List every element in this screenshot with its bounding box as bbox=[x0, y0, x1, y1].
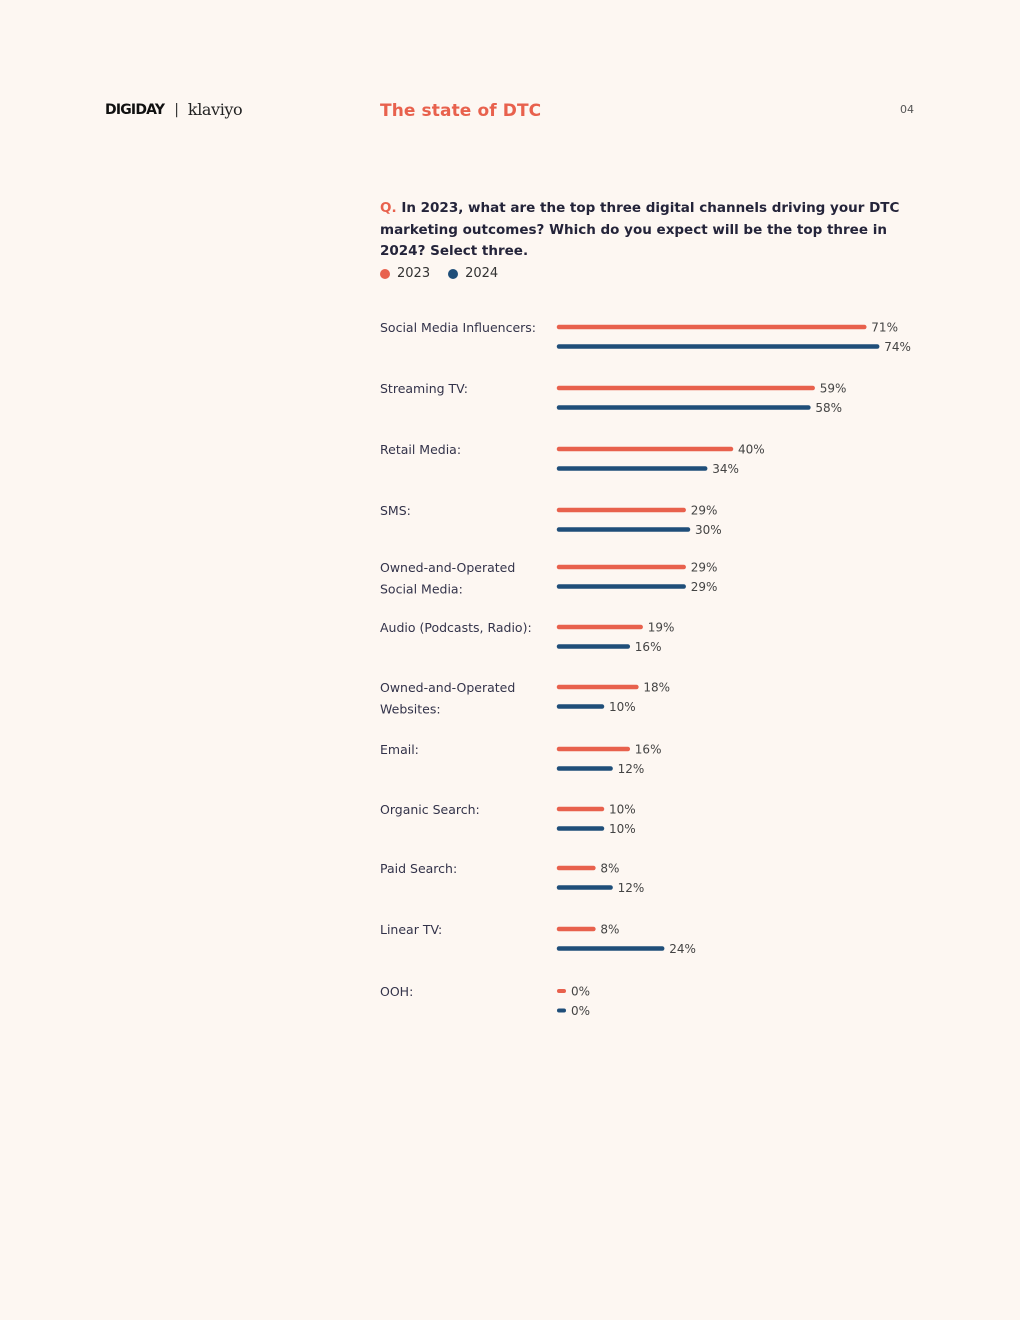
chart-legend: 2023 2024 bbox=[380, 266, 516, 281]
value-label-2023: 59% bbox=[820, 382, 847, 396]
category-label: Audio (Podcasts, Radio): bbox=[380, 620, 532, 635]
logo-separator: | bbox=[174, 101, 179, 118]
klaviyo-logo: klaviyo bbox=[187, 100, 243, 119]
value-label-2023: 8% bbox=[600, 862, 619, 876]
category-label: SMS: bbox=[380, 503, 411, 518]
category-label: Paid Search: bbox=[380, 861, 457, 876]
survey-question: Q. In 2023, what are the top three digit… bbox=[380, 198, 900, 263]
value-label-2024: 24% bbox=[669, 942, 696, 956]
question-prefix: Q. bbox=[380, 200, 397, 216]
value-label-2024: 58% bbox=[815, 401, 842, 415]
category-label: Owned-and-Operated bbox=[380, 560, 515, 575]
value-label-2024: 74% bbox=[884, 340, 911, 354]
category-label: Social Media Influencers: bbox=[380, 320, 536, 335]
legend-item-2024: 2024 bbox=[448, 266, 498, 281]
legend-label-2023: 2023 bbox=[397, 266, 431, 281]
value-label-2024: 12% bbox=[618, 881, 645, 895]
value-label-2023: 10% bbox=[609, 803, 636, 817]
category-label: Social Media: bbox=[380, 582, 463, 597]
value-label-2023: 18% bbox=[643, 681, 670, 695]
category-label: OOH: bbox=[380, 984, 413, 999]
value-label-2024: 34% bbox=[712, 462, 739, 476]
value-label-2023: 29% bbox=[691, 504, 718, 518]
legend-dot-2024-icon bbox=[448, 268, 459, 279]
value-label-2023: 71% bbox=[871, 321, 898, 335]
category-label: Organic Search: bbox=[380, 802, 480, 817]
value-label-2023: 8% bbox=[600, 923, 619, 937]
question-text: In 2023, what are the top three digital … bbox=[380, 200, 900, 259]
value-label-2023: 40% bbox=[738, 443, 765, 457]
category-label: Linear TV: bbox=[380, 922, 442, 937]
page-number: 04 bbox=[900, 103, 914, 116]
value-label-2024: 12% bbox=[618, 762, 645, 776]
value-label-2024: 10% bbox=[609, 822, 636, 836]
value-label-2024: 10% bbox=[609, 700, 636, 714]
category-label: Owned-and-Operated bbox=[380, 680, 515, 695]
category-label: Streaming TV: bbox=[380, 381, 468, 396]
value-label-2023: 19% bbox=[648, 621, 675, 635]
value-label-2024: 29% bbox=[691, 580, 718, 594]
value-label-2024: 16% bbox=[635, 640, 662, 654]
value-label-2024: 30% bbox=[695, 523, 722, 537]
legend-dot-2023-icon bbox=[380, 268, 390, 279]
category-label: Retail Media: bbox=[380, 442, 461, 457]
value-label-2023: 16% bbox=[635, 743, 662, 757]
value-label-2024: 0% bbox=[571, 1004, 590, 1018]
digiday-logo: DIGIDAY bbox=[105, 101, 165, 118]
category-label: Email: bbox=[380, 742, 419, 757]
page-title: The state of DTC bbox=[380, 101, 542, 121]
value-label-2023: 29% bbox=[691, 561, 718, 575]
category-label: Websites: bbox=[380, 702, 441, 717]
legend-label-2024: 2024 bbox=[465, 266, 499, 281]
value-label-2023: 0% bbox=[571, 985, 590, 999]
logo: DIGIDAY | klaviyo bbox=[105, 100, 243, 119]
legend-item-2023: 2023 bbox=[380, 266, 430, 281]
